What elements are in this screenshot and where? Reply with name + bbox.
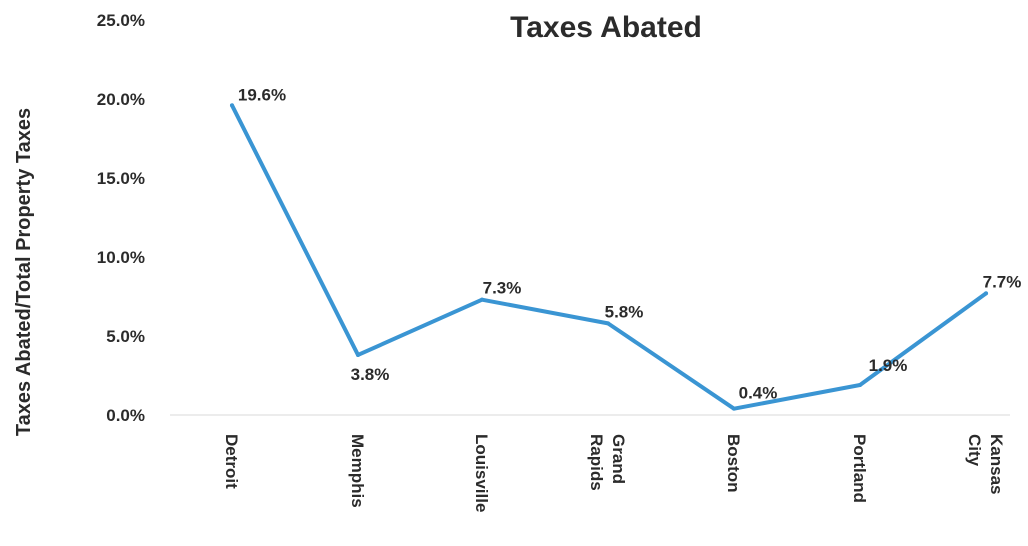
data-label: 3.8% <box>351 365 390 384</box>
data-label: 7.3% <box>483 279 522 298</box>
data-labels: 19.6% 3.8% 7.3% 5.8% 0.4% 1.9% 7.7% <box>238 85 1021 402</box>
y-tick-label: 10.0% <box>97 248 145 267</box>
y-tick-label: 15.0% <box>97 169 145 188</box>
data-label: 1.9% <box>869 356 908 375</box>
y-tick-label: 0.0% <box>106 406 145 425</box>
x-tick-label: Detroit <box>222 434 241 489</box>
x-tick-label: Portland <box>850 434 869 503</box>
x-tick-label: Memphis <box>348 434 367 508</box>
data-point <box>984 291 988 296</box>
x-tick-label: Boston <box>724 434 743 493</box>
data-point <box>480 297 484 302</box>
data-label: 0.4% <box>739 384 778 403</box>
x-tick-label: Kansas <box>987 434 1006 494</box>
data-label: 5.8% <box>605 302 644 321</box>
data-label: 7.7% <box>983 272 1022 291</box>
y-tick-label: 5.0% <box>106 327 145 346</box>
y-tick-label: 20.0% <box>97 90 145 109</box>
x-tick-label: Louisville <box>472 434 491 512</box>
x-tick-label: City <box>965 434 984 467</box>
data-point <box>732 406 736 411</box>
data-point <box>230 103 234 108</box>
y-tick-labels: 0.0% 5.0% 10.0% 15.0% 20.0% 25.0% <box>97 11 145 425</box>
chart-title: Taxes Abated <box>510 11 702 44</box>
x-tick-label: Rapids <box>587 434 606 491</box>
data-point <box>858 382 862 387</box>
data-point <box>606 321 610 326</box>
data-label: 19.6% <box>238 85 286 104</box>
series-group <box>230 103 988 411</box>
data-point <box>356 352 360 357</box>
y-tick-label: 25.0% <box>97 11 145 30</box>
x-tick-label: Grand <box>609 434 628 484</box>
y-axis-label: Taxes Abated/Total Property Taxes <box>13 108 35 436</box>
